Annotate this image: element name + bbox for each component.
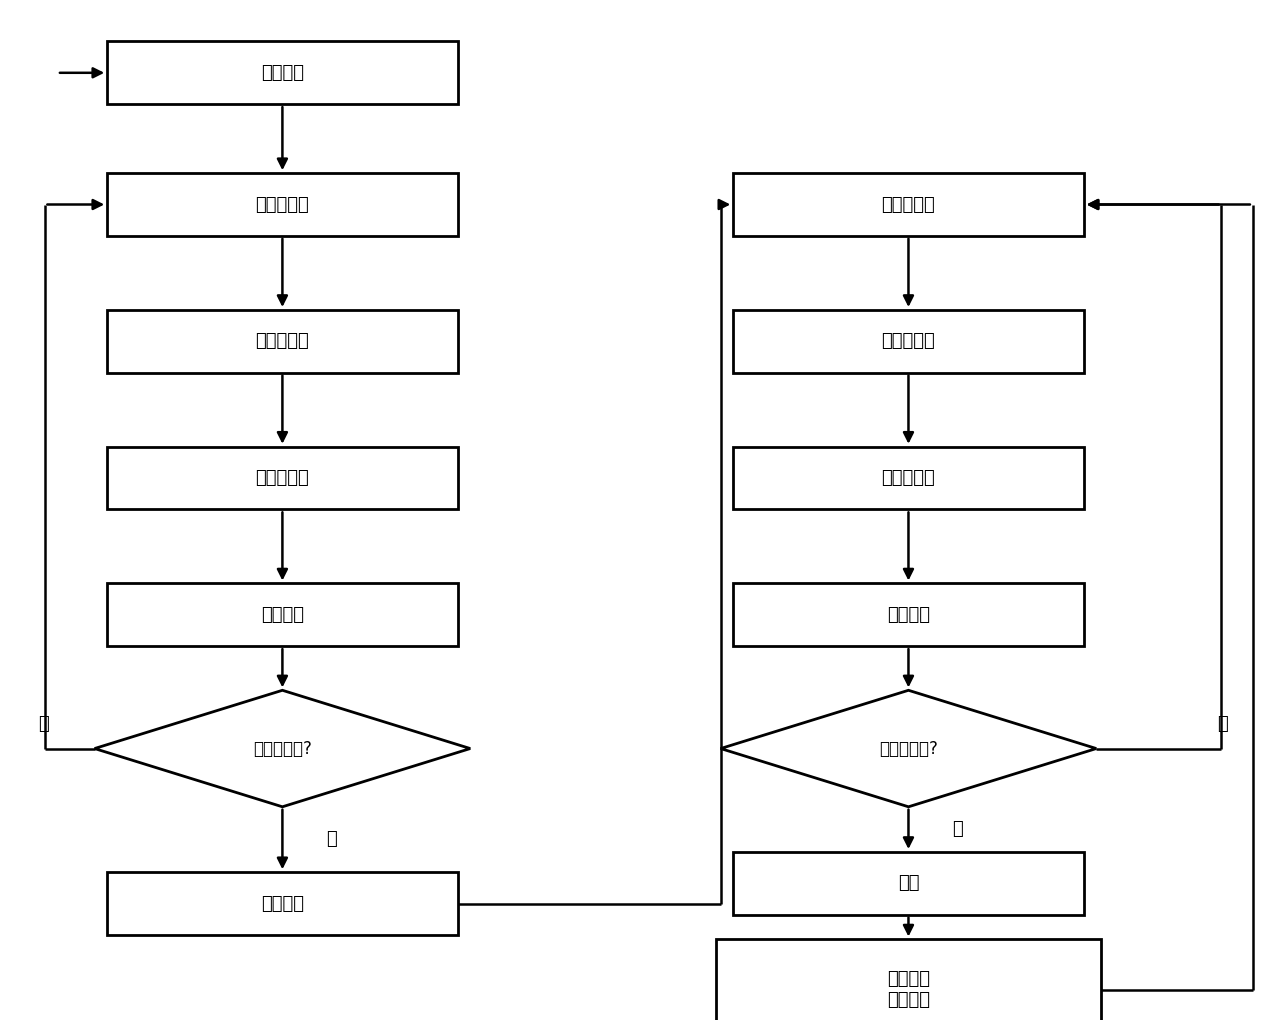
Text: 性能满足否?: 性能满足否? [253, 739, 311, 758]
Bar [108, 41, 458, 104]
Text: 否: 否 [38, 716, 49, 733]
Bar [108, 872, 458, 935]
Bar [733, 174, 1084, 236]
Polygon shape [95, 690, 470, 807]
Text: 否: 否 [1217, 716, 1228, 733]
Bar [108, 447, 458, 509]
Bar [108, 583, 458, 646]
Bar [108, 174, 458, 236]
Text: 数据采集: 数据采集 [887, 606, 931, 623]
Text: 材料库表征: 材料库表征 [881, 469, 936, 487]
Text: 是: 是 [952, 821, 963, 838]
Bar [108, 310, 458, 373]
Bar [733, 310, 1084, 373]
Text: 材料库制备: 材料库制备 [256, 333, 309, 350]
Text: 确定靶标: 确定靶标 [261, 64, 304, 82]
Text: 材料库设计: 材料库设计 [256, 195, 309, 214]
Text: 材料库表征: 材料库表征 [256, 469, 309, 487]
Text: 是: 是 [327, 831, 337, 848]
Bar [733, 447, 1084, 509]
Text: 数据采集: 数据采集 [261, 606, 304, 623]
Text: 先导: 先导 [898, 874, 919, 892]
Text: 材料库制备: 材料库制备 [881, 333, 936, 350]
Bar [733, 583, 1084, 646]
Text: 材料库设计: 材料库设计 [881, 195, 936, 214]
Bar [715, 940, 1101, 1027]
Polygon shape [720, 690, 1096, 807]
Text: 性能满足否?: 性能满足否? [879, 739, 938, 758]
Bar [733, 851, 1084, 915]
Text: 初步选中: 初步选中 [261, 895, 304, 913]
Text: 规模化放
大和验证: 规模化放 大和验证 [887, 971, 931, 1010]
